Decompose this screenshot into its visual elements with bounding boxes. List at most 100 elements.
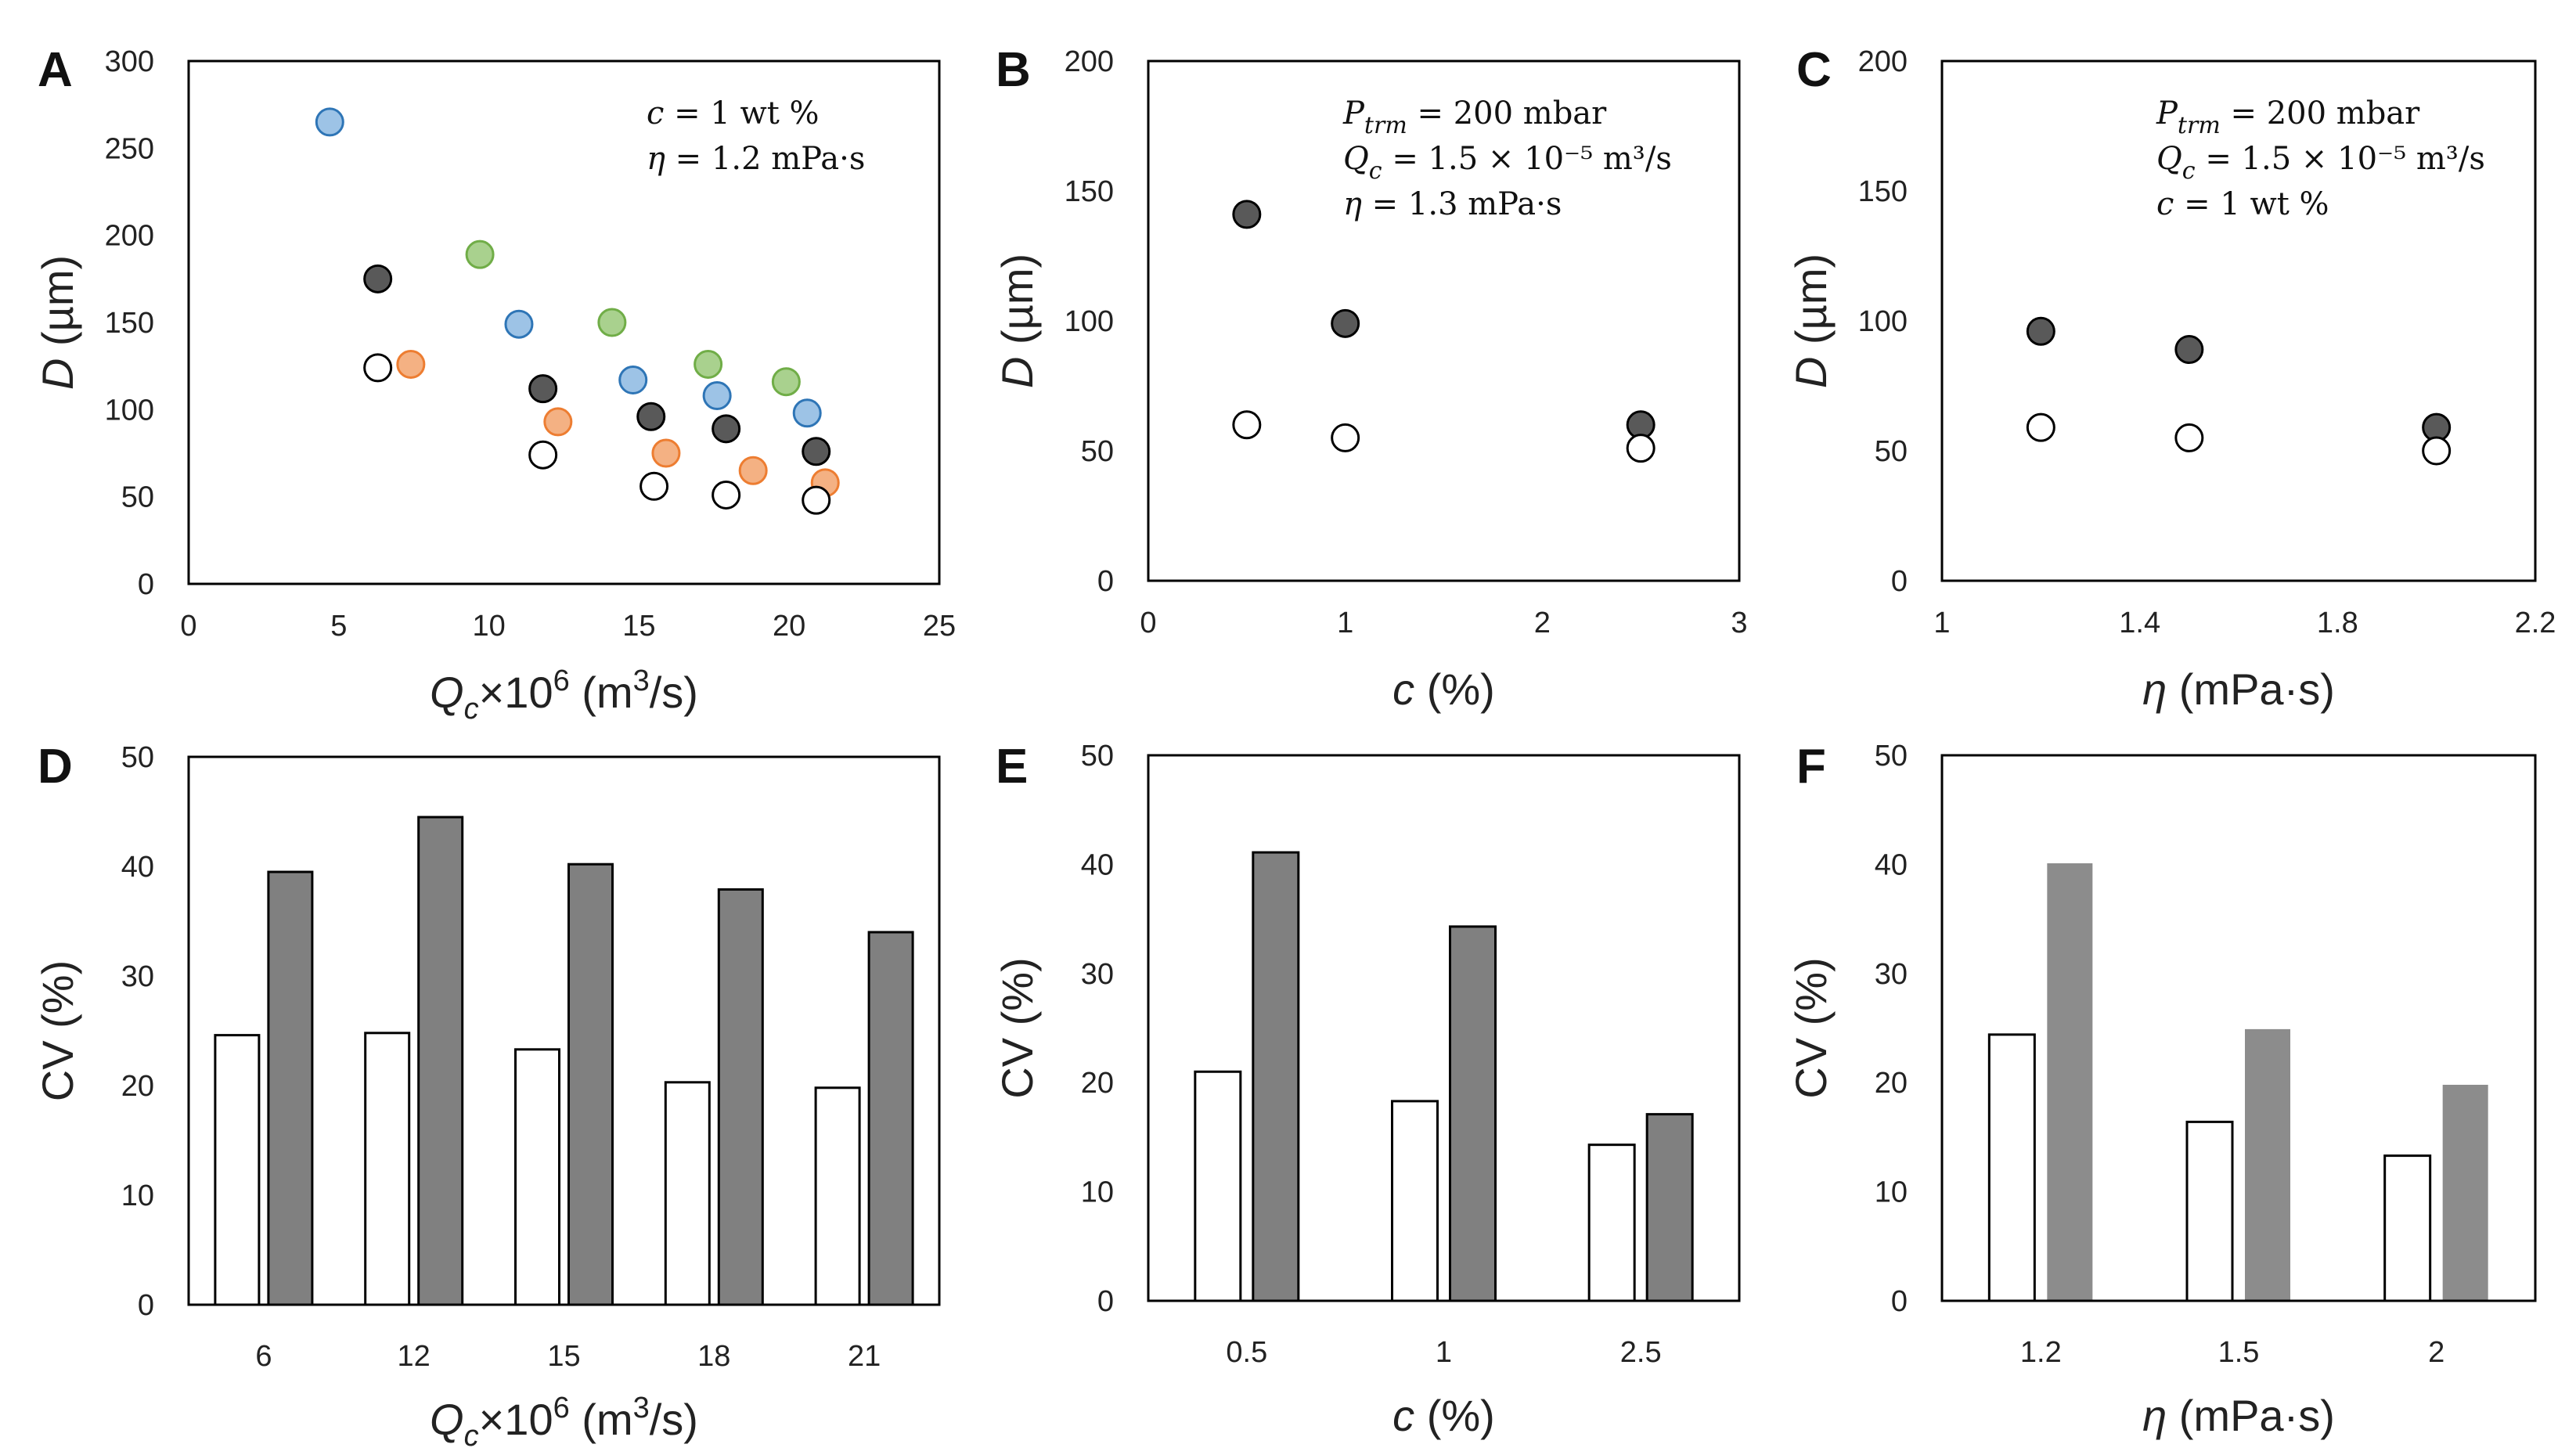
- x-tick-label: 2: [1534, 607, 1551, 639]
- y-tick-label: 200: [1858, 45, 1908, 78]
- x-label-symbol: c: [1392, 664, 1414, 714]
- bar-open: [1391, 1100, 1439, 1302]
- y-label-unit: (µm): [1786, 254, 1836, 357]
- data-point-open: [712, 480, 741, 510]
- y-axis-label: CV (%): [33, 960, 82, 1101]
- annotation-value: = 1.5 × 10⁻⁵ m³/s: [1382, 141, 1672, 177]
- x-tick-label: 10: [472, 610, 505, 643]
- x-label-part: 6: [553, 664, 570, 697]
- panel-a: A 0 50 100 150 200 250 300 0 5 10 15 20 25 c = 1 wt % η…: [33, 43, 956, 726]
- bar-gray: [2442, 1084, 2488, 1301]
- data-point-open: [1626, 434, 1655, 463]
- x-tick-label: 1: [1436, 1336, 1452, 1369]
- bar-open: [2383, 1154, 2432, 1302]
- x-axis-label: η (mPa·s): [2142, 1391, 2335, 1440]
- annotation-line: c = 1 wt %: [647, 95, 820, 131]
- y-label-unit: (µm): [993, 254, 1042, 357]
- plot-frame: [1940, 59, 2537, 582]
- y-axis-label: CV (%): [1786, 957, 1836, 1098]
- x-tick-label: 1.5: [2218, 1336, 2260, 1369]
- bar-dark: [267, 870, 314, 1306]
- x-tick-label: 2: [2428, 1336, 2444, 1369]
- annotation-symbol: Q: [1343, 141, 1369, 177]
- bar-open: [514, 1048, 560, 1306]
- panel-letter: A: [38, 43, 73, 97]
- y-tick-label: 250: [105, 132, 154, 165]
- y-tick-label: 0: [1891, 565, 1908, 598]
- plot-frame: [1147, 59, 1741, 582]
- x-label-part: ×10: [479, 668, 553, 717]
- data-point-green: [465, 239, 495, 269]
- y-tick-label: 150: [1065, 175, 1114, 208]
- panel-letter: E: [996, 740, 1028, 794]
- y-label-symbol: D: [33, 358, 82, 390]
- y-tick-label: 30: [1875, 958, 1908, 991]
- bar-dark: [1252, 851, 1300, 1302]
- data-point-green: [597, 308, 627, 337]
- annotation-symbol: c: [2156, 186, 2174, 222]
- y-axis-label: D (µm): [1786, 254, 1836, 388]
- panel-letter: F: [1796, 740, 1826, 794]
- x-axis-label: c (%): [1392, 664, 1495, 714]
- y-tick-label: 40: [121, 851, 154, 884]
- y-tick-label: 150: [1858, 175, 1908, 208]
- annotation-symbol: Q: [2156, 141, 2182, 177]
- annotation-symbol: η: [647, 141, 665, 177]
- x-tick-label: 12: [398, 1340, 431, 1373]
- y-tick-label: 50: [1081, 435, 1114, 468]
- y-tick-label: 20: [1875, 1067, 1908, 1100]
- x-label-part: 6: [553, 1392, 570, 1424]
- y-axis-label: D (µm): [33, 255, 82, 390]
- panel-letter: C: [1796, 43, 1832, 97]
- bar-open: [1987, 1033, 2036, 1302]
- y-tick-label: 20: [1081, 1067, 1114, 1100]
- y-tick-label: 50: [1875, 740, 1908, 773]
- y-tick-label: 300: [105, 45, 154, 78]
- bar-dark: [867, 931, 914, 1306]
- data-point-open: [2026, 412, 2055, 442]
- x-tick-label: 18: [697, 1340, 730, 1373]
- x-label-part: (m: [570, 1395, 633, 1444]
- annotation-line: Qc = 1.5 × 10⁻⁵ m³/s: [2156, 141, 2485, 185]
- data-point-orange: [543, 407, 573, 437]
- plot-frame: [187, 755, 941, 1306]
- bar-dark: [567, 863, 614, 1306]
- x-tick-label: 25: [923, 610, 956, 643]
- data-point-dark: [802, 437, 831, 466]
- x-tick-label: 0: [1140, 607, 1156, 639]
- y-label-symbol: D: [1786, 357, 1836, 388]
- data-point-open: [1232, 410, 1262, 440]
- x-tick-label: 3: [1731, 607, 1747, 639]
- y-tick-label: 0: [1097, 565, 1114, 598]
- x-axis-label: η (mPa·s): [2142, 664, 2335, 714]
- x-tick-label: 1.4: [2119, 607, 2160, 639]
- annotation-symbol: P: [1342, 95, 1365, 131]
- annotation-value: = 200 mbar: [2221, 95, 2420, 131]
- annotation-value: = 1 wt %: [664, 95, 819, 131]
- y-tick-label: 0: [138, 568, 154, 601]
- x-label-part: 3: [633, 1392, 650, 1424]
- panel-letter: B: [996, 43, 1031, 97]
- y-tick-label: 30: [1081, 958, 1114, 991]
- x-axis-label: c (%): [1392, 1391, 1495, 1440]
- bar-open: [2185, 1120, 2234, 1302]
- x-axis-label: Qc×106 (m3/s): [430, 1392, 698, 1453]
- x-axis-label: Qc×106 (m3/s): [430, 664, 698, 726]
- x-tick-label: 1: [1933, 607, 1950, 639]
- x-label-part: Q: [430, 668, 464, 717]
- y-tick-label: 40: [1081, 848, 1114, 881]
- annotation-line: η = 1.2 mPa·s: [647, 141, 865, 177]
- data-point-open: [802, 485, 831, 515]
- data-point-blue: [702, 381, 732, 411]
- y-axis-label: D (µm): [993, 254, 1042, 388]
- x-tick-label: 0: [180, 610, 196, 643]
- annotation-subscript: c: [2182, 157, 2196, 185]
- data-point-blue: [315, 107, 344, 137]
- x-label-part: ×10: [479, 1395, 553, 1444]
- x-tick-label: 20: [773, 610, 805, 643]
- y-tick-label: 10: [121, 1179, 154, 1212]
- data-point-blue: [792, 398, 822, 428]
- x-tick-label: 15: [547, 1340, 580, 1373]
- data-point-orange: [738, 456, 768, 485]
